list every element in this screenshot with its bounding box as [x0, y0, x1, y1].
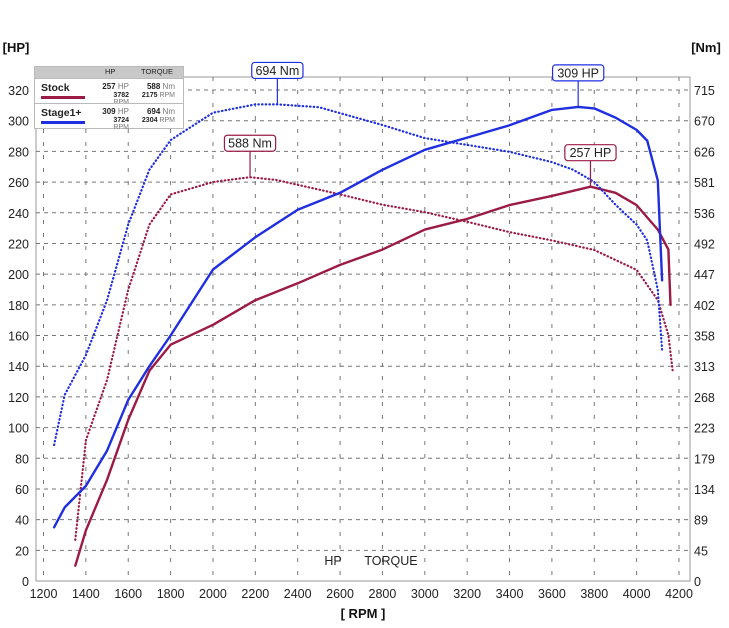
- annotation-box: [223, 134, 277, 152]
- y-tick-left: 320: [8, 84, 29, 98]
- x-tick: 3400: [496, 587, 524, 601]
- y-tick-right: 268: [694, 391, 715, 405]
- y-tick-right: 358: [694, 330, 715, 344]
- y-tick-right: 536: [694, 207, 715, 221]
- legend-torque-rpm: 2175: [141, 92, 158, 99]
- legend-hp: 309: [102, 107, 116, 116]
- unit: RPM: [113, 124, 129, 131]
- x-tick: 1400: [72, 587, 100, 601]
- y-tick-left: 160: [8, 330, 29, 344]
- x-tick: 2400: [284, 587, 312, 601]
- y-tick-left: 120: [8, 391, 29, 405]
- unit: HP: [117, 82, 129, 91]
- x-tick: 1200: [30, 587, 58, 601]
- y-tick-right: 626: [694, 145, 715, 159]
- legend-swatch: [41, 121, 85, 124]
- y-tick-left: 100: [8, 422, 29, 436]
- y-tick-right: 179: [694, 452, 715, 466]
- unit: HP: [117, 107, 129, 116]
- y-tick-left: 140: [8, 360, 29, 374]
- annotation-label: 257 HP: [570, 146, 612, 160]
- y-tick-right: 402: [694, 299, 715, 313]
- x-tick: 2800: [369, 587, 397, 601]
- x-axis-label: [ RPM ]: [341, 606, 386, 621]
- legend: HP TORQUE Stock 257 HP 3782 RPM 588 Nm 2…: [34, 66, 184, 131]
- y-tick-left: 280: [8, 145, 29, 159]
- x-tick: 2200: [241, 587, 269, 601]
- legend-header: HP TORQUE: [35, 67, 183, 78]
- y-axis-label-left: [HP]: [3, 40, 30, 55]
- legend-swatch: [41, 96, 85, 99]
- y-tick-left: 80: [15, 452, 29, 466]
- annotation-label: 309 HP: [557, 66, 599, 80]
- legend-header-torque: TORQUE: [141, 67, 173, 76]
- legend-name: Stage1+: [41, 107, 82, 119]
- y-tick-left: 220: [8, 237, 29, 251]
- legend-torque-rpm: 2304: [141, 117, 158, 124]
- y-tick-left: 20: [15, 544, 29, 558]
- x-tick: 3200: [453, 587, 481, 601]
- x-tick: 3600: [538, 587, 566, 601]
- annotation-box: [251, 61, 304, 80]
- unit: RPM: [159, 92, 175, 99]
- y-tick-right: 313: [694, 360, 715, 374]
- legend-row-stock: Stock 257 HP 3782 RPM 588 Nm 2175 RPM: [35, 78, 183, 106]
- unit: RPM: [159, 117, 175, 124]
- annotation-box: [551, 64, 605, 82]
- annotation-label: 694 Nm: [255, 64, 299, 78]
- x-tick: 4000: [623, 587, 651, 601]
- y-tick-right: 89: [694, 514, 708, 528]
- legend-hp-rpm: 3782: [113, 92, 129, 99]
- unit: Nm: [162, 82, 175, 91]
- y-tick-right: 581: [694, 176, 715, 190]
- y-tick-left: 260: [8, 176, 29, 190]
- x-tick: 3000: [411, 587, 439, 601]
- y-tick-left: 180: [8, 299, 29, 313]
- unit: RPM: [113, 99, 129, 106]
- bottom-label-torque: TORQUE: [364, 554, 417, 568]
- x-tick: 2000: [199, 587, 227, 601]
- bottom-label-hp: HP: [324, 554, 341, 568]
- series-line-stage1-torque: [52, 103, 664, 447]
- series-line-stage1-hp: [52, 105, 664, 529]
- y-axis-label-right: [Nm]: [691, 40, 721, 55]
- x-tick: 4200: [665, 587, 693, 601]
- y-tick-right: 0: [694, 575, 701, 589]
- y-tick-left: 200: [8, 268, 29, 282]
- y-tick-right: 715: [694, 84, 715, 98]
- series-line-stock-torque: [74, 176, 674, 541]
- y-tick-right: 134: [694, 483, 715, 497]
- legend-hp-rpm: 3724: [113, 117, 129, 124]
- legend-name: Stock: [41, 82, 70, 94]
- y-tick-right: 447: [694, 268, 715, 282]
- legend-row-stage1: Stage1+ 309 HP 3724 RPM 694 Nm 2304 RPM: [35, 103, 183, 131]
- y-tick-left: 0: [22, 575, 29, 589]
- plot-frame: [35, 76, 691, 582]
- y-tick-left: 300: [8, 115, 29, 129]
- y-tick-right: 492: [694, 237, 715, 251]
- annotation-box: [564, 144, 617, 162]
- legend-hp: 257: [102, 82, 116, 91]
- y-tick-right: 670: [694, 115, 715, 129]
- series-line-stock-hp: [74, 185, 672, 567]
- y-tick-left: 40: [15, 514, 29, 528]
- x-tick: 3800: [580, 587, 608, 601]
- y-tick-right: 45: [694, 544, 708, 558]
- unit: Nm: [162, 107, 175, 116]
- legend-torque: 694: [146, 107, 161, 116]
- legend-torque: 588: [146, 82, 161, 91]
- x-tick: 1600: [114, 587, 142, 601]
- y-tick-left: 240: [8, 207, 29, 221]
- annotation-label: 588 Nm: [228, 137, 272, 151]
- legend-header-hp: HP: [105, 67, 116, 76]
- y-tick-right: 223: [694, 422, 715, 436]
- y-tick-left: 60: [15, 483, 29, 497]
- x-tick: 2600: [326, 587, 354, 601]
- x-tick: 1800: [157, 587, 185, 601]
